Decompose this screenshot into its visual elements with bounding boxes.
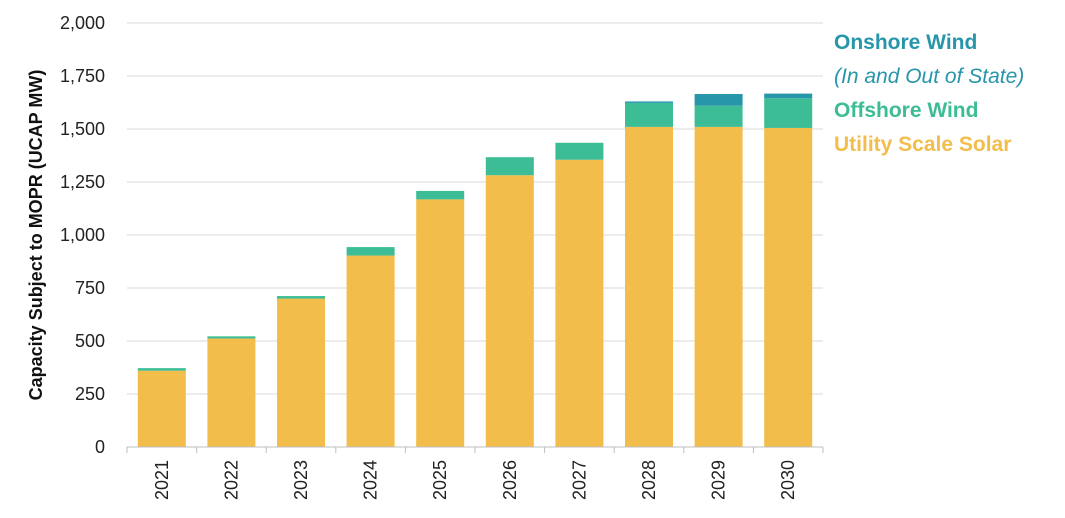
y-tick-label: 2,000 [60, 13, 105, 33]
bar-utility-scale-solar [625, 126, 673, 447]
legend: Onshore Wind (In and Out of State) Offsh… [834, 26, 1062, 162]
legend-onshore-wind-note: (In and Out of State) [834, 65, 1025, 88]
x-tick-label: 2029 [709, 460, 729, 500]
bar-utility-scale-solar [694, 126, 743, 447]
y-tick-label: 1,500 [60, 119, 105, 139]
y-tick-label: 1,250 [60, 172, 105, 192]
y-tick-label: 1,000 [60, 225, 105, 245]
bar-offshore-wind [485, 157, 534, 176]
bar-offshore-wind [137, 368, 186, 371]
bar-offshore-wind [625, 102, 673, 127]
y-tick-label: 500 [75, 331, 105, 351]
y-axis-title: Capacity Subject to MOPR (UCAP MW) [26, 70, 46, 401]
bar-utility-scale-solar [207, 338, 256, 447]
x-tick-label: 2024 [361, 460, 381, 500]
bar-offshore-wind [764, 98, 813, 128]
bar-onshore-wind [764, 93, 813, 99]
bar-offshore-wind [555, 142, 604, 160]
legend-utility-scale-solar: Utility Scale Solar [834, 133, 1012, 156]
bar-utility-scale-solar [416, 199, 465, 447]
bar-offshore-wind [694, 105, 743, 127]
legend-offshore-wind: Offshore Wind [834, 99, 979, 122]
x-tick-label: 2030 [778, 460, 798, 500]
x-tick-label: 2021 [152, 460, 172, 500]
bar-offshore-wind [207, 336, 256, 339]
y-tick-label: 750 [75, 278, 105, 298]
y-tick-label: 0 [95, 437, 105, 457]
bar-offshore-wind [416, 190, 465, 200]
bar-utility-scale-solar [277, 298, 325, 447]
bar-utility-scale-solar [764, 127, 813, 447]
x-tick-label: 2023 [291, 460, 311, 500]
bar-onshore-wind [625, 101, 673, 103]
x-tick-label: 2025 [430, 460, 450, 500]
bar-utility-scale-solar [555, 159, 604, 448]
legend-onshore-wind: Onshore Wind [834, 31, 978, 54]
axes: 0 250 500 750 1,000 1,250 1,500 1,750 2,000 2021 2… [60, 13, 824, 500]
x-tick-label: 2027 [569, 460, 589, 500]
bar-offshore-wind [277, 296, 325, 299]
bar-utility-scale-solar [346, 255, 395, 447]
bar-utility-scale-solar [137, 370, 186, 447]
bar-onshore-wind [694, 94, 743, 106]
x-tick-label: 2026 [500, 460, 520, 500]
y-tick-label: 250 [75, 384, 105, 404]
bar-offshore-wind [346, 247, 395, 256]
x-tick-label: 2022 [221, 460, 241, 500]
bars [137, 93, 813, 448]
y-tick-label: 1,750 [60, 66, 105, 86]
x-tick-label: 2028 [639, 460, 659, 500]
bar-utility-scale-solar [485, 175, 534, 447]
